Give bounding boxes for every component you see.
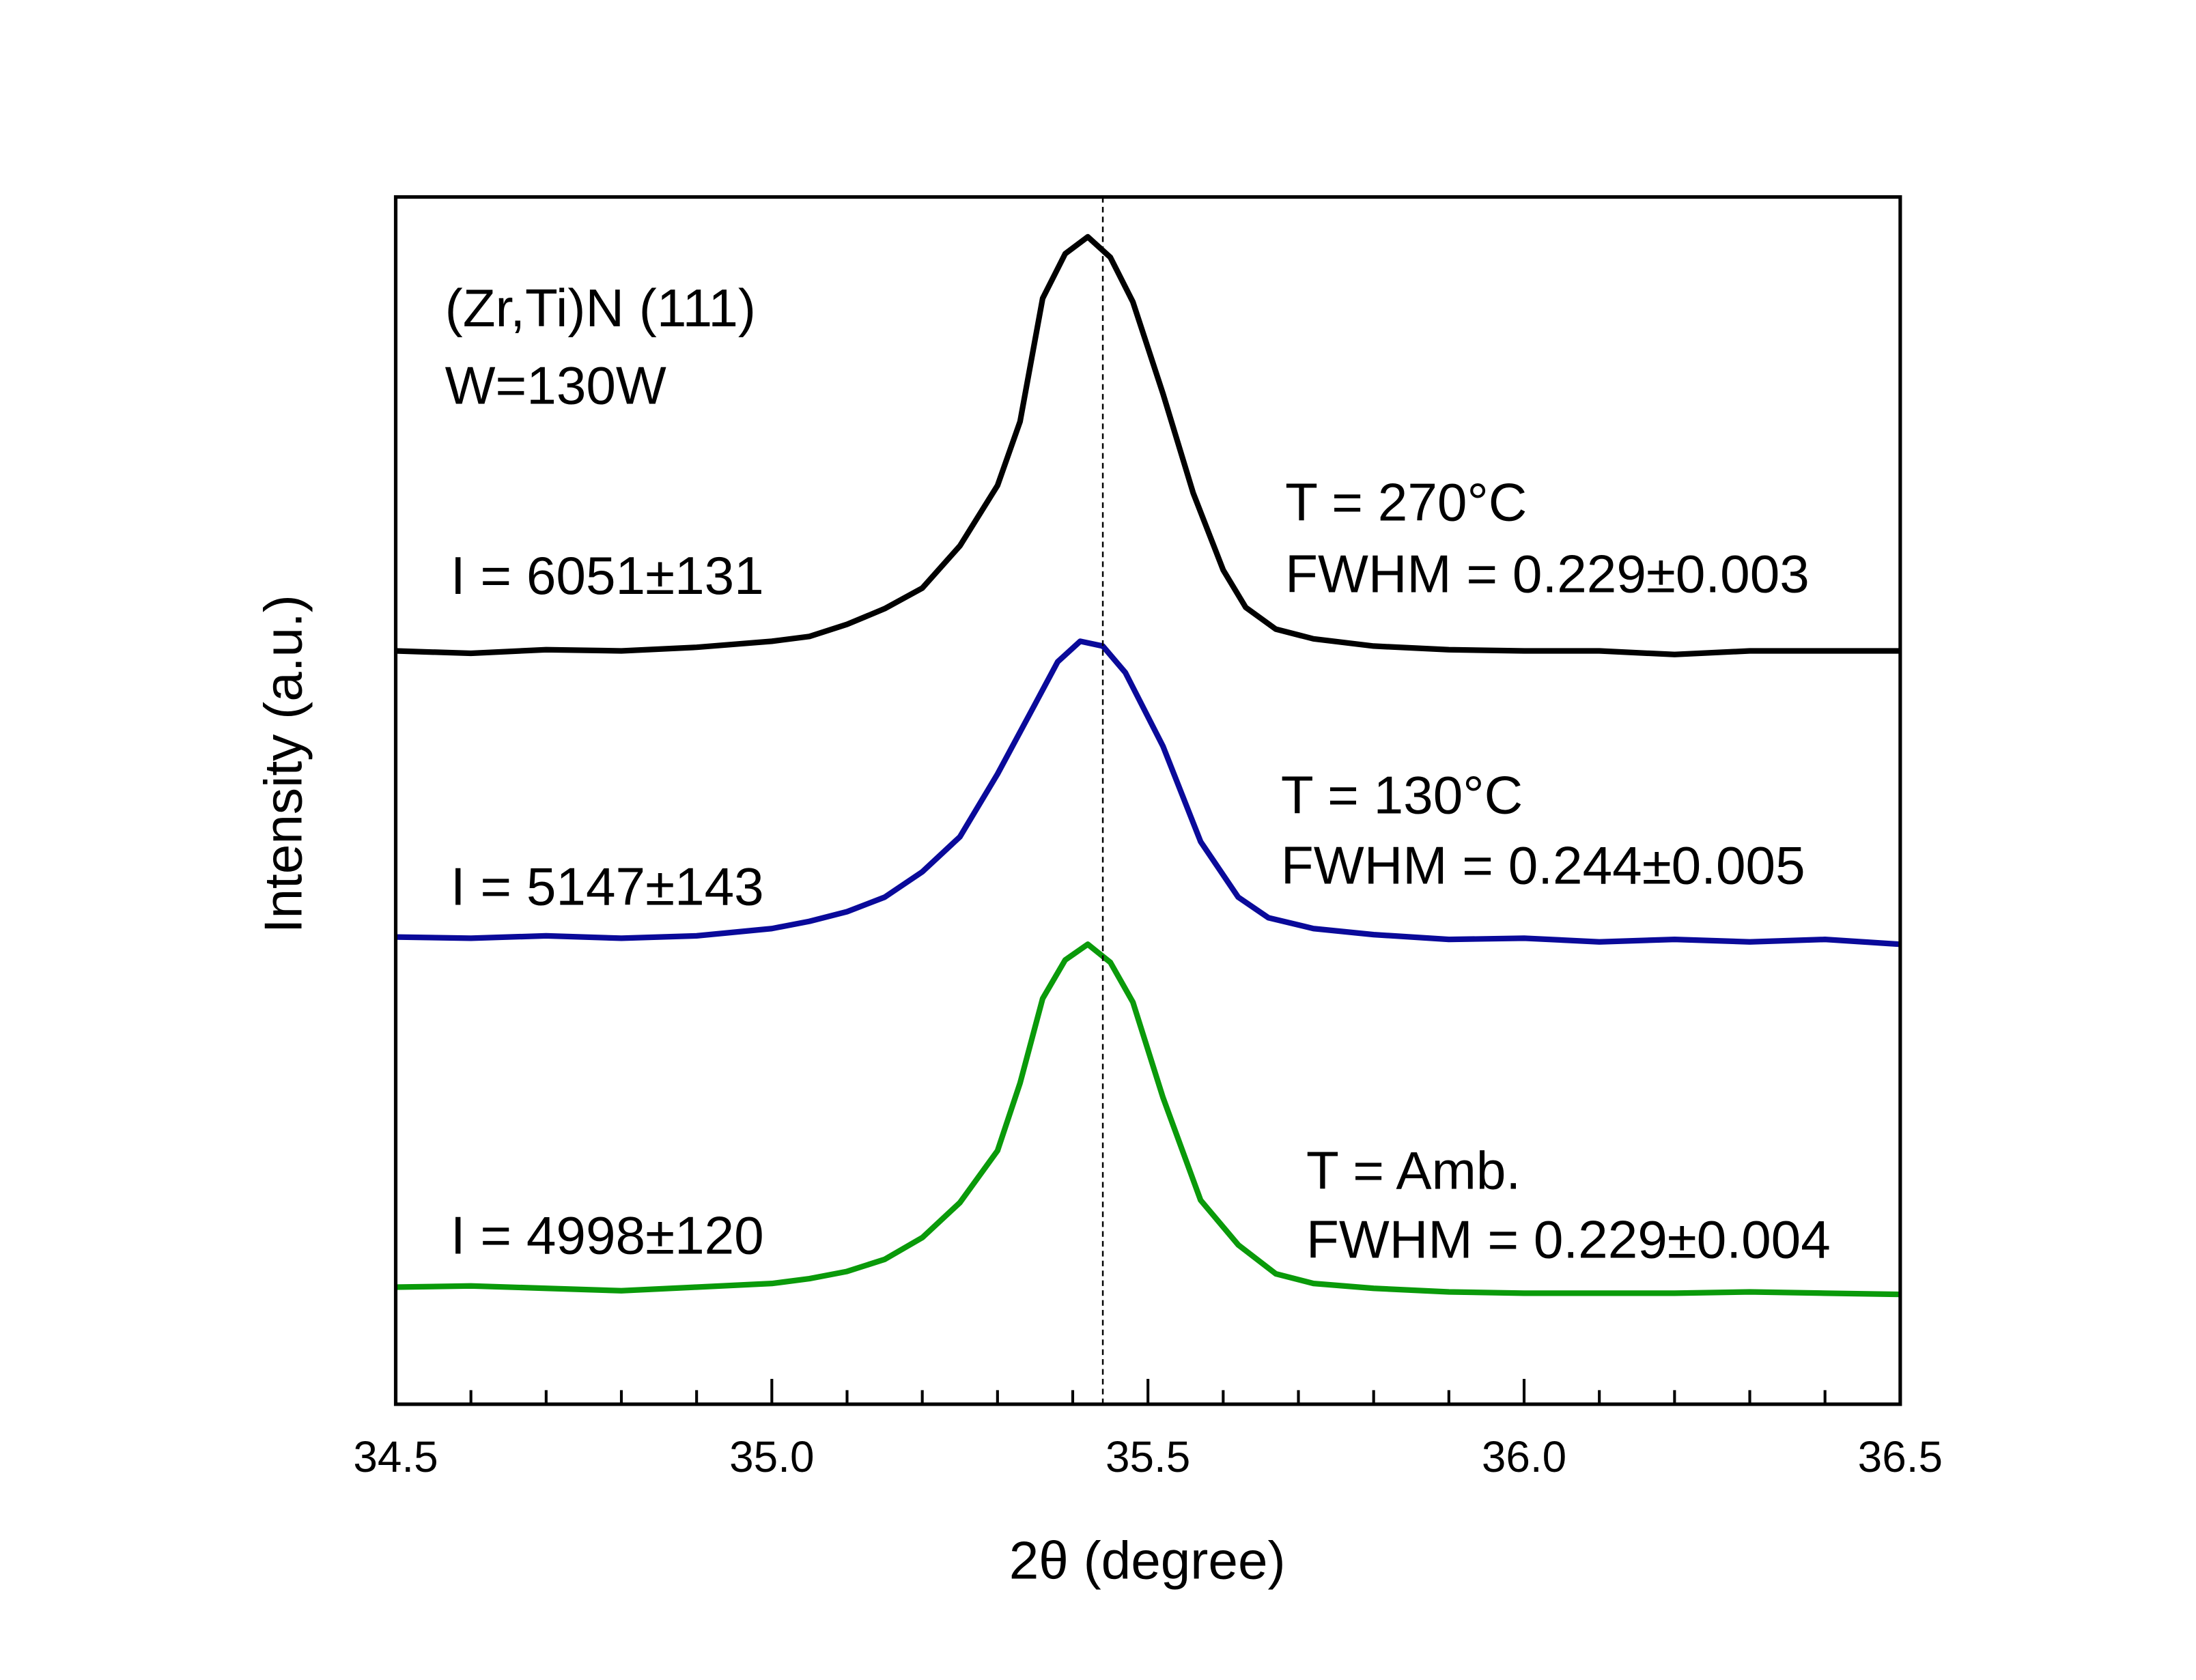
x-axis-title: 2θ (degree) xyxy=(1009,1530,1286,1591)
y-axis-title: Intensity (a.u.) xyxy=(253,595,313,933)
x-tick-label: 36.0 xyxy=(1482,1432,1566,1481)
series-line-2 xyxy=(395,941,1900,1298)
x-tick-label: 35.0 xyxy=(729,1432,814,1481)
x-tick-label: 36.5 xyxy=(1858,1432,1943,1481)
sample-annotation: (Zr,Ti)N (111) xyxy=(445,278,756,338)
curves-layer xyxy=(395,233,1901,1298)
temp-label-amb: T = Amb. xyxy=(1306,1141,1521,1201)
series-line-1 xyxy=(395,638,1901,948)
x-ticks: 34.5 35.0 35.5 36.0 36.5 xyxy=(353,1378,1943,1481)
fwhm-label-130: FWHM = 0.244±0.005 xyxy=(1281,835,1805,895)
series-line-0 xyxy=(395,233,1900,657)
x-tick-label: 35.5 xyxy=(1106,1432,1190,1481)
x-tick-label: 34.5 xyxy=(353,1432,438,1481)
plot-frame xyxy=(393,195,1902,1406)
fwhm-label-amb: FWHM = 0.229±0.004 xyxy=(1306,1210,1831,1270)
intensity-label-270: I = 6051±131 xyxy=(451,545,764,606)
temp-label-270: T = 270°C xyxy=(1285,472,1527,532)
temp-label-130: T = 130°C xyxy=(1281,765,1523,825)
power-annotation: W=130W xyxy=(445,356,666,416)
fwhm-label-270: FWHM = 0.229±0.003 xyxy=(1285,544,1810,604)
intensity-label-amb: I = 4998±120 xyxy=(451,1205,764,1265)
intensity-label-130: I = 5147±143 xyxy=(451,856,764,916)
